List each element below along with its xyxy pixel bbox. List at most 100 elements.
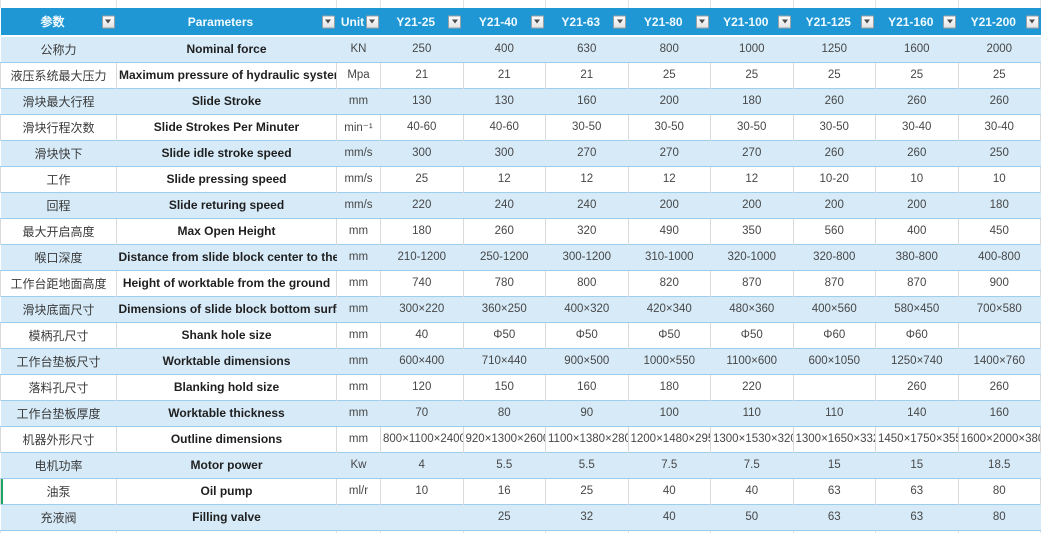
- param-name-en-cell[interactable]: Height of worktable from the ground: [116, 270, 337, 296]
- value-cell[interactable]: 270: [628, 139, 711, 167]
- value-cell[interactable]: 40: [380, 322, 464, 348]
- param-name-cn-cell[interactable]: 模柄孔尺寸: [0, 322, 117, 348]
- value-cell[interactable]: 160: [545, 87, 628, 115]
- value-cell[interactable]: 260: [958, 87, 1041, 115]
- value-cell[interactable]: 630: [545, 35, 628, 63]
- column-header[interactable]: Y21-125: [793, 8, 876, 37]
- value-cell[interactable]: 7.5: [628, 451, 711, 479]
- param-name-en-cell[interactable]: Blanking hold size: [116, 374, 337, 400]
- value-cell[interactable]: 400×320: [545, 295, 628, 323]
- value-cell[interactable]: 900×500: [545, 347, 628, 375]
- value-cell[interactable]: 120: [380, 374, 464, 400]
- value-cell[interactable]: 40-60: [380, 114, 464, 140]
- value-cell[interactable]: 450: [957, 218, 1041, 244]
- value-cell[interactable]: 180: [958, 191, 1041, 219]
- value-cell[interactable]: 900: [957, 270, 1041, 296]
- value-cell[interactable]: [380, 503, 463, 531]
- value-cell[interactable]: 1200×1480×2950: [627, 426, 711, 452]
- value-cell[interactable]: 870: [710, 270, 794, 296]
- value-cell[interactable]: 920×1300×2600: [462, 426, 546, 452]
- unit-cell[interactable]: KN: [336, 35, 381, 63]
- param-name-en-cell[interactable]: Worktable dimensions: [116, 347, 337, 375]
- value-cell[interactable]: 110: [710, 399, 793, 427]
- value-cell[interactable]: 5.5: [463, 451, 546, 479]
- value-cell[interactable]: 400-800: [958, 243, 1041, 271]
- value-cell[interactable]: 130: [463, 87, 546, 115]
- value-cell[interactable]: 210-1200: [380, 243, 463, 271]
- value-cell[interactable]: 25: [380, 166, 464, 192]
- value-cell[interactable]: 800: [545, 270, 629, 296]
- value-cell[interactable]: [792, 374, 876, 400]
- param-name-cn-cell[interactable]: 公称力: [0, 35, 117, 63]
- value-cell[interactable]: 420×340: [628, 295, 711, 323]
- value-cell[interactable]: 260: [875, 87, 958, 115]
- value-cell[interactable]: 25: [463, 503, 546, 531]
- filter-dropdown-icon[interactable]: [1025, 15, 1039, 28]
- value-cell[interactable]: 600×1050: [793, 347, 876, 375]
- param-name-cn-cell[interactable]: 滑块快下: [0, 139, 117, 167]
- value-cell[interactable]: 1400×760: [958, 347, 1041, 375]
- value-cell[interactable]: 250: [958, 139, 1041, 167]
- column-header[interactable]: Y21-40: [463, 8, 546, 37]
- value-cell[interactable]: 870: [875, 270, 959, 296]
- column-header[interactable]: Y21-80: [628, 8, 711, 37]
- unit-cell[interactable]: mm: [336, 322, 381, 348]
- value-cell[interactable]: 300-1200: [545, 243, 628, 271]
- value-cell[interactable]: 800×1100×2400: [380, 426, 464, 452]
- value-cell[interactable]: 150: [462, 374, 546, 400]
- column-header[interactable]: Y21-100: [710, 8, 793, 37]
- unit-cell[interactable]: mm: [336, 87, 381, 115]
- value-cell[interactable]: Φ50: [710, 322, 794, 348]
- value-cell[interactable]: 260: [462, 218, 546, 244]
- value-cell[interactable]: 180: [380, 218, 464, 244]
- param-name-cn-cell[interactable]: 工作台距地面高度: [0, 270, 117, 296]
- param-name-en-cell[interactable]: Slide Strokes Per Minuter: [116, 114, 337, 140]
- value-cell[interactable]: 780: [462, 270, 546, 296]
- value-cell[interactable]: 10: [875, 166, 959, 192]
- value-cell[interactable]: 40: [627, 478, 711, 504]
- column-header[interactable]: Unit: [336, 8, 381, 37]
- value-cell[interactable]: 70: [380, 399, 463, 427]
- value-cell[interactable]: 25: [957, 62, 1041, 88]
- value-cell[interactable]: 560: [792, 218, 876, 244]
- value-cell[interactable]: 15: [793, 451, 876, 479]
- filter-dropdown-icon[interactable]: [860, 15, 874, 28]
- value-cell[interactable]: 40: [628, 503, 711, 531]
- value-cell[interactable]: 63: [875, 478, 959, 504]
- value-cell[interactable]: 110: [793, 399, 876, 427]
- param-name-en-cell[interactable]: Slide Stroke: [116, 87, 337, 115]
- value-cell[interactable]: 7.5: [710, 451, 793, 479]
- value-cell[interactable]: 740: [380, 270, 464, 296]
- unit-cell[interactable]: mm: [336, 218, 381, 244]
- value-cell[interactable]: 800: [628, 35, 711, 63]
- param-name-cn-cell[interactable]: 液压系统最大压力: [0, 62, 117, 88]
- value-cell[interactable]: 30-40: [875, 114, 959, 140]
- value-cell[interactable]: 21: [380, 62, 464, 88]
- value-cell[interactable]: 21: [462, 62, 546, 88]
- value-cell[interactable]: 30-50: [710, 114, 794, 140]
- value-cell[interactable]: 18.5: [958, 451, 1041, 479]
- value-cell[interactable]: Φ60: [792, 322, 876, 348]
- param-name-cn-cell[interactable]: 回程: [0, 191, 117, 219]
- column-header[interactable]: Parameters: [116, 8, 337, 37]
- selected-cell[interactable]: 油泵: [0, 478, 117, 504]
- filter-dropdown-icon[interactable]: [365, 15, 379, 28]
- value-cell[interactable]: 160: [545, 374, 629, 400]
- value-cell[interactable]: 250: [380, 35, 463, 63]
- value-cell[interactable]: 820: [627, 270, 711, 296]
- param-name-cn-cell[interactable]: 最大开启高度: [0, 218, 117, 244]
- filter-dropdown-icon[interactable]: [321, 15, 335, 28]
- value-cell[interactable]: 480×360: [710, 295, 793, 323]
- value-cell[interactable]: 380-800: [875, 243, 958, 271]
- param-name-cn-cell[interactable]: 滑块底面尺寸: [0, 295, 117, 323]
- value-cell[interactable]: 200: [793, 191, 876, 219]
- value-cell[interactable]: 270: [710, 139, 793, 167]
- param-name-cn-cell[interactable]: 滑块行程次数: [0, 114, 117, 140]
- value-cell[interactable]: 1600: [875, 35, 958, 63]
- filter-dropdown-icon[interactable]: [943, 15, 956, 28]
- unit-cell[interactable]: mm/s: [336, 139, 381, 167]
- param-name-cn-cell[interactable]: 工作台垫板尺寸: [0, 347, 117, 375]
- value-cell[interactable]: 12: [627, 166, 711, 192]
- value-cell[interactable]: 1100×1380×2800: [545, 426, 629, 452]
- unit-cell[interactable]: mm: [336, 399, 381, 427]
